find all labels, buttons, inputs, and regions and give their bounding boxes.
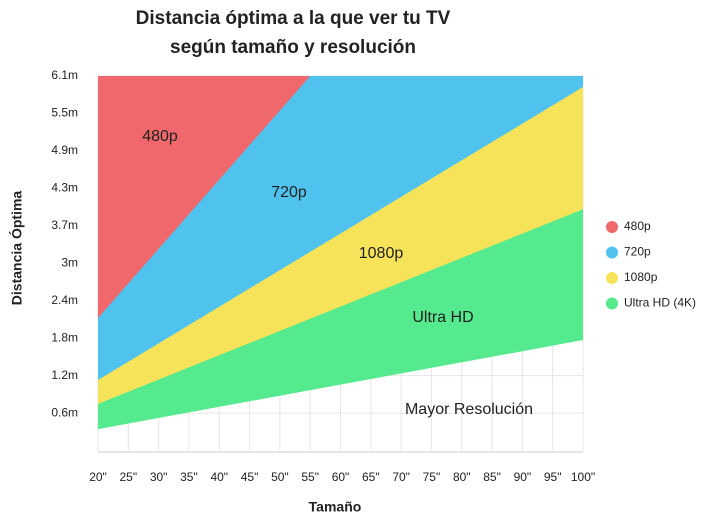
area [98, 76, 311, 318]
x-tick-label: 30" [150, 470, 168, 484]
y-tick-label: 4.3m [51, 181, 78, 195]
annotation: 720p [271, 184, 307, 201]
x-tick-label: 20" [89, 470, 107, 484]
y-tick-label: 2.4m [51, 293, 78, 307]
chart-title: Distancia óptima a la que ver tu TV segú… [135, 8, 451, 58]
x-tick-label: 90" [514, 470, 532, 484]
annotation: 480p [142, 128, 178, 145]
legend-label: Ultra HD (4K) [624, 296, 696, 310]
x-tick-label: 25" [120, 470, 138, 484]
legend-swatch [606, 221, 618, 233]
y-tick-label: 6.1m [51, 68, 78, 82]
x-tick-label: 85" [483, 470, 501, 484]
annotation: Mayor Resolución [405, 401, 533, 418]
x-axis-label: Tamaño [309, 499, 362, 515]
y-tick-label: 1.8m [51, 330, 78, 344]
x-tick-label: 40" [210, 470, 228, 484]
x-tick-label: 75" [423, 470, 441, 484]
x-tick-label: 50" [271, 470, 289, 484]
x-tick-label: 95" [544, 470, 562, 484]
y-tick-label: 4.9m [51, 143, 78, 157]
annotation: Ultra HD [412, 309, 473, 326]
x-tick-label: 55" [301, 470, 319, 484]
x-tick-label: 45" [241, 470, 259, 484]
legend-swatch [606, 272, 618, 284]
y-tick-label: 3.7m [51, 218, 78, 232]
y-axis-label: Distancia Óptima [8, 191, 25, 306]
y-tick-label: 1.2m [51, 368, 78, 382]
y-tick-label: 5.5m [51, 106, 78, 120]
x-tick-label: 100" [571, 470, 595, 484]
legend-label: 720p [624, 245, 651, 259]
legend-swatch [606, 246, 618, 259]
x-tick-label: 70" [392, 470, 410, 484]
x-tick-label: 60" [332, 470, 350, 484]
annotation: 1080p [359, 245, 404, 262]
x-tick-label: 35" [180, 470, 198, 484]
x-tick-label: 65" [362, 470, 380, 484]
y-tick-label: 0.6m [51, 405, 78, 419]
y-tick-label: 3m [61, 255, 78, 269]
legend-label: 480p [624, 219, 651, 233]
legend-label: 1080p [624, 270, 658, 284]
legend-swatch [606, 297, 618, 310]
x-tick-label: 80" [453, 470, 471, 484]
